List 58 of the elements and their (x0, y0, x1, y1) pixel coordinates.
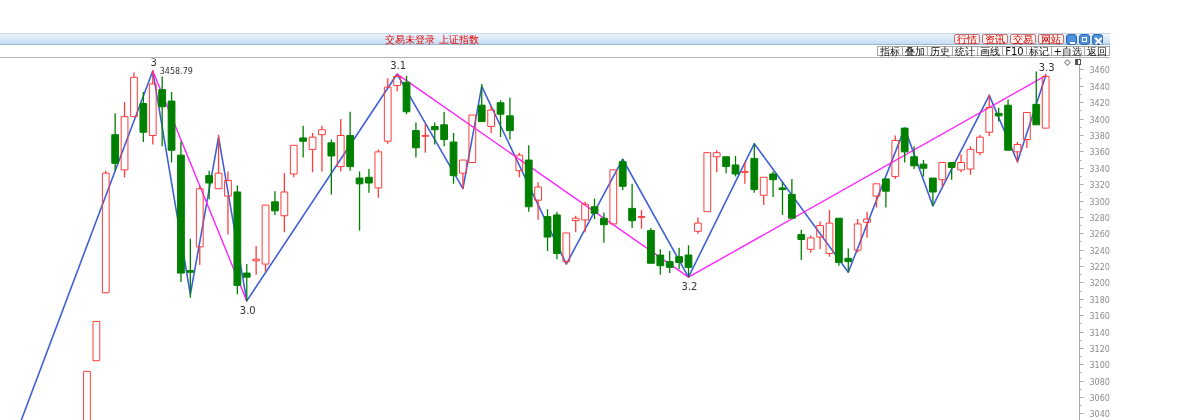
candlestick (130, 71, 138, 118)
candlestick (628, 183, 636, 229)
candlestick (741, 161, 749, 185)
candlestick (1022, 112, 1031, 149)
candlestick (271, 190, 279, 216)
candlestick (506, 97, 514, 141)
candlestick (346, 111, 355, 172)
y-tick-label: 3200 (1089, 279, 1110, 289)
y-tick-label: 3440 (1089, 82, 1110, 92)
y-tick-label: 3280 (1089, 213, 1110, 223)
candlestick (1032, 70, 1041, 126)
y-tick-label: 3460 (1089, 66, 1110, 76)
button: 资讯 (982, 34, 1008, 44)
data-label: 3458.79 (159, 67, 193, 77)
y-tick-label: 3160 (1089, 312, 1110, 322)
y-tick-label: 3340 (1089, 164, 1110, 174)
y-tick-label: 3060 (1089, 394, 1110, 404)
button: 交易 (1010, 34, 1036, 44)
y-tick-label: 3120 (1089, 344, 1110, 354)
candlestick (477, 83, 486, 123)
candlestick (863, 211, 871, 239)
y-tick-label: 3240 (1089, 246, 1110, 256)
candlestick (412, 121, 420, 159)
candlestick (299, 125, 308, 159)
y-tick-label: 3100 (1089, 361, 1110, 371)
y-tick-label: 3360 (1089, 148, 1110, 158)
button: 行情 (954, 34, 980, 44)
y-tick-label: 3320 (1089, 181, 1110, 191)
candlestick (694, 216, 702, 235)
candlestick (487, 105, 496, 134)
annotation: 3.1 (390, 60, 407, 72)
annotation: 3.3 (1038, 61, 1055, 73)
candlestick (609, 169, 618, 225)
chart-title: 交易未登录 上证指数 (384, 34, 480, 46)
candlestick (882, 178, 890, 209)
annotation: 3.2 (681, 281, 698, 293)
annotation: 3.0 (239, 304, 256, 316)
y-tick-label: 3380 (1089, 131, 1110, 141)
candlestick (83, 370, 91, 420)
candlestick (600, 211, 608, 244)
y-tick-label: 3260 (1089, 230, 1110, 240)
y-tick-label: 3080 (1089, 377, 1110, 387)
annotation: 3 (150, 56, 157, 68)
y-tick-label: 3220 (1089, 263, 1110, 273)
y-tick-label: 3180 (1089, 295, 1110, 305)
candlestick (393, 73, 402, 92)
candlestick (534, 181, 542, 221)
y-tick-label: 3420 (1089, 99, 1110, 109)
candlestick (318, 125, 326, 173)
y-tick-label: 3040 (1089, 410, 1110, 420)
y-tick-label: 3300 (1089, 197, 1110, 207)
y-tick-label: 3140 (1089, 328, 1110, 338)
candlestick (788, 178, 796, 219)
candlestick (92, 320, 101, 362)
candlestick (703, 152, 712, 213)
button: 网站 (1038, 34, 1064, 44)
y-tick-label: 3400 (1089, 115, 1110, 125)
candlestick (928, 177, 937, 207)
